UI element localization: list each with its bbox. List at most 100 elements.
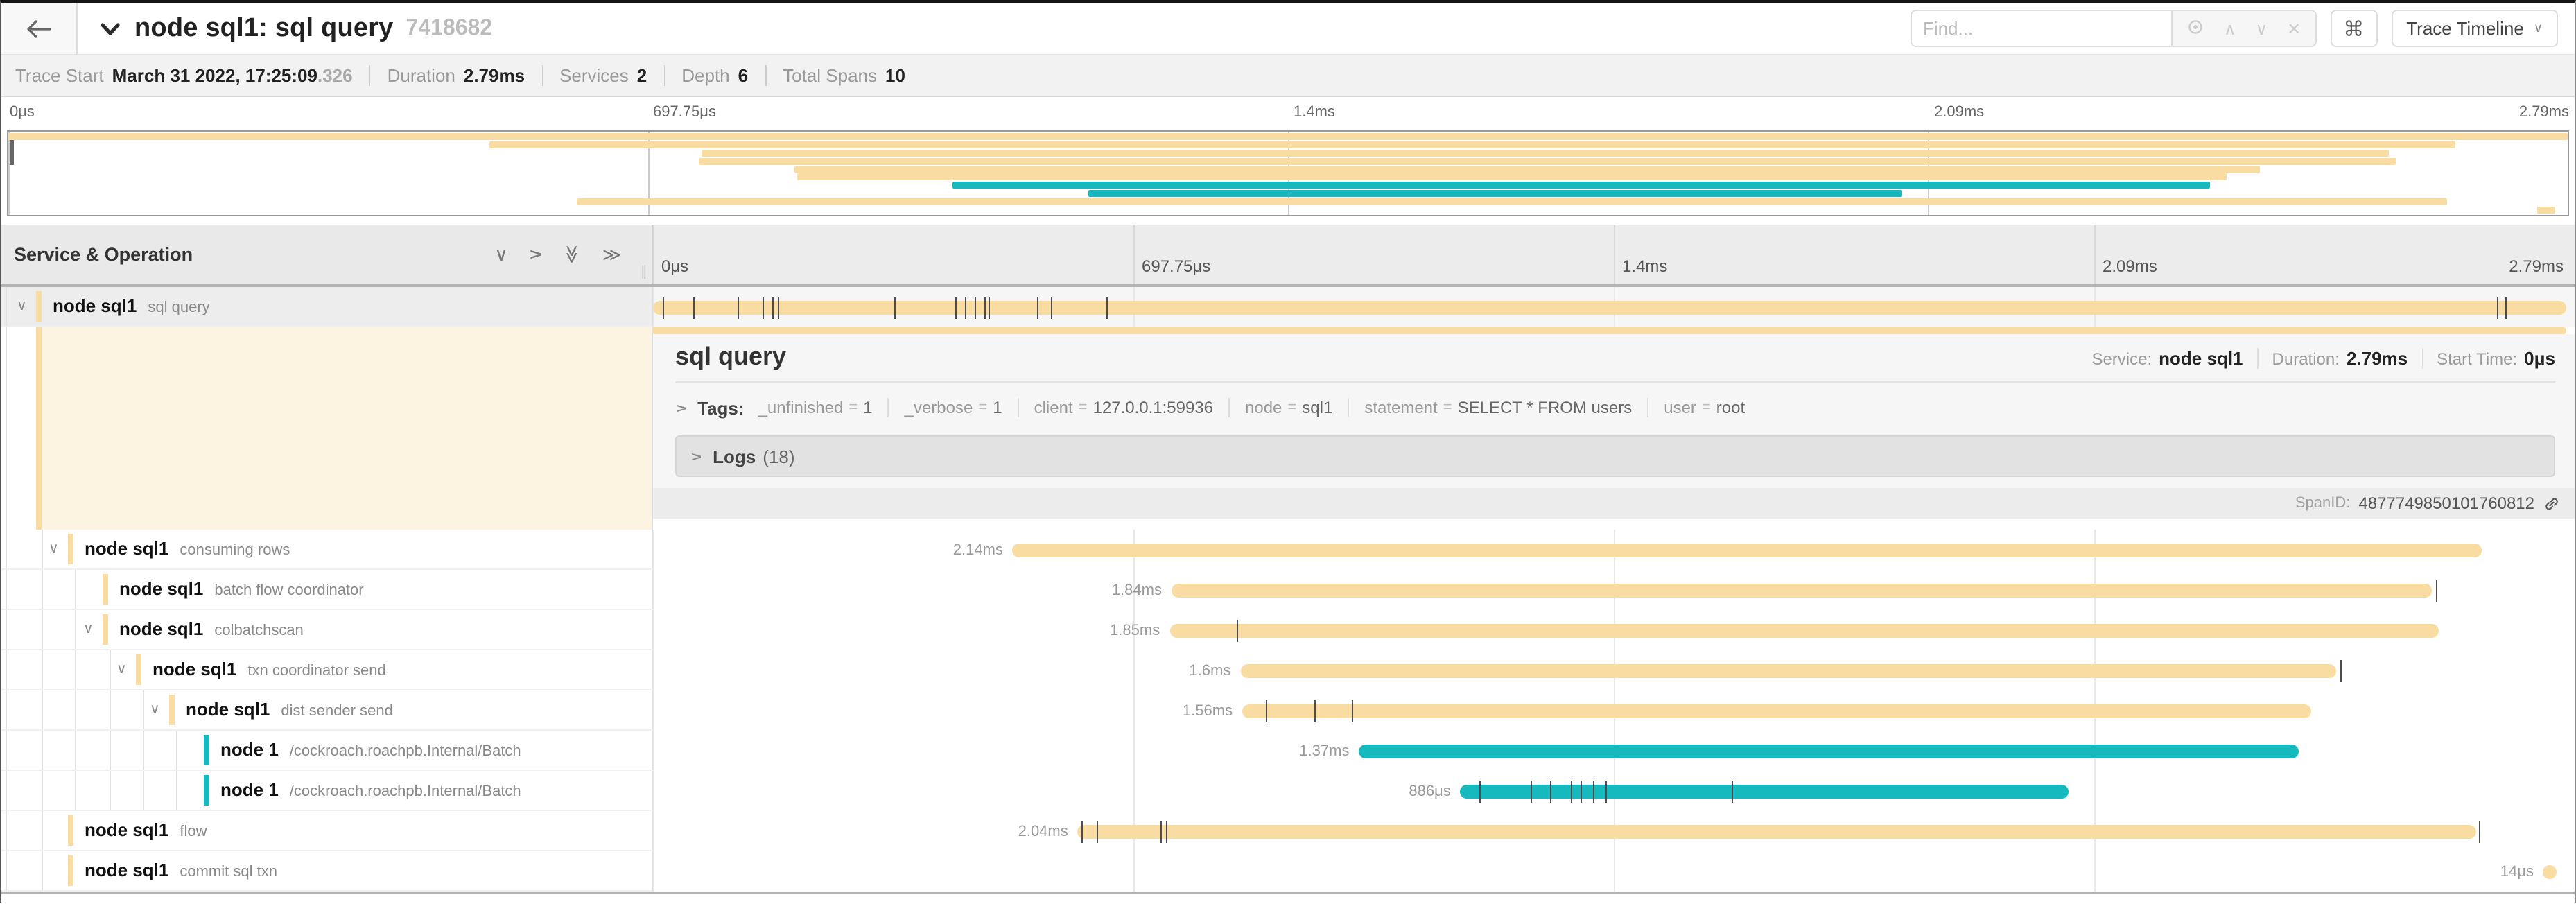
span-bar[interactable]	[1169, 623, 2439, 637]
span-row-txn-coordinator-send[interactable]: ∨ node sql1 txn coordinator send 1.6ms	[1, 650, 2575, 690]
next-result-icon[interactable]: ∨	[2255, 19, 2268, 38]
collapse-chevron-icon[interactable]: ∨	[49, 541, 59, 557]
collapse-all-icon[interactable]: ≫	[562, 245, 583, 264]
tree-cell[interactable]: node 1/cockroach.roachpb.Internal/Batch	[1, 771, 653, 811]
tree-cell[interactable]: ∨ node sql1 colbatchscan	[1, 610, 653, 650]
collapse-trace-chevron-icon[interactable]	[100, 20, 121, 37]
expand-one-icon[interactable]: ∨	[525, 247, 546, 261]
span-row-sql-query[interactable]: ∨ node sql1 sql query	[1, 287, 2575, 327]
timeline-bottom-edge	[1, 892, 2575, 904]
span-row-consuming-rows[interactable]: ∨ node sql1 consuming rows 2.14ms	[1, 530, 2575, 570]
span-bar-cell[interactable]: 1.56ms	[653, 690, 2575, 731]
span-bar[interactable]	[1242, 704, 2312, 718]
span-bar[interactable]	[1359, 744, 2299, 758]
span-row-commit-sql-txn[interactable]: node sql1 commit sql txn 14μs	[1, 851, 2575, 892]
service-name: node sql1	[153, 659, 237, 679]
span-bar-cell[interactable]	[653, 287, 2575, 327]
axis-tick-label: 2.79ms	[2509, 257, 2564, 276]
tag-item: _verbose = 1	[887, 398, 1002, 417]
view-selector-label: Trace Timeline	[2406, 18, 2524, 39]
operation-name: batch flow coordinator	[214, 582, 364, 599]
span-name: node sql1 consuming rows	[85, 537, 290, 562]
minimap-row	[8, 190, 2568, 198]
span-bar-cell[interactable]: 14μs	[653, 851, 2575, 892]
tag-value: root	[1716, 398, 1746, 417]
span-row-dist-sender-send[interactable]: ∨ node sql1 dist sender send 1.56ms	[1, 690, 2575, 731]
span-bar-cell[interactable]: 1.37ms	[653, 731, 2575, 771]
operation-name: txn coordinator send	[247, 663, 386, 679]
log-marker	[2478, 820, 2480, 842]
tree-cell[interactable]: ∨ node sql1 dist sender send	[1, 690, 653, 731]
log-marker	[1479, 780, 1481, 802]
log-marker	[2436, 579, 2438, 601]
span-bar-cell[interactable]: 1.6ms	[653, 650, 2575, 690]
clear-search-icon[interactable]: ✕	[2287, 19, 2301, 38]
span-bar-cell[interactable]: 2.04ms	[653, 811, 2575, 851]
minimap-canvas[interactable]	[7, 130, 2569, 216]
span-color-bar	[136, 654, 141, 685]
tree-cell[interactable]: ∨ node sql1 txn coordinator send	[1, 650, 653, 690]
collapse-chevron-icon[interactable]: ∨	[17, 299, 27, 314]
span-bar-track: 1.6ms	[653, 650, 2566, 690]
back-button[interactable]	[1, 3, 78, 54]
operation-name: flow	[180, 824, 207, 840]
copy-link-icon[interactable]	[2543, 494, 2561, 512]
span-bar-cell[interactable]: 1.84ms	[653, 570, 2575, 610]
span-bar-cell[interactable]: 886μs	[653, 771, 2575, 811]
span-row--cockroach-roachpb-internal-batch[interactable]: node 1/cockroach.roachpb.Internal/Batch 1…	[1, 731, 2575, 771]
span-bar[interactable]	[653, 300, 2566, 314]
log-marker	[1550, 780, 1552, 802]
logs-accordion-toggle[interactable]: ∨ Logs (18)	[675, 435, 2555, 477]
span-bar[interactable]	[2543, 864, 2557, 878]
collapse-chevron-icon[interactable]: ∨	[83, 622, 94, 637]
view-selector-button[interactable]: Trace Timeline ∨	[2391, 10, 2558, 47]
expand-all-icon[interactable]: ≫	[602, 244, 621, 265]
minimap-row	[8, 141, 2568, 148]
tag-key: _verbose	[904, 398, 973, 417]
log-marker	[894, 296, 896, 318]
tree-cell[interactable]: ∨ node sql1 consuming rows	[1, 530, 653, 570]
span-name: node sql1 dist sender send	[186, 697, 393, 722]
collapse-chevron-icon[interactable]: ∨	[150, 702, 160, 718]
service-name: node sql1	[119, 578, 204, 599]
minimap-drag-handle[interactable]	[10, 140, 14, 165]
tag-key: node	[1245, 398, 1282, 417]
span-bar[interactable]	[1077, 824, 2477, 838]
tree-cell[interactable]: ∨ node sql1 sql query	[1, 287, 653, 327]
span-row-colbatchscan[interactable]: ∨ node sql1 colbatchscan 1.85ms	[1, 610, 2575, 650]
span-bar-cell[interactable]: 2.14ms	[653, 530, 2575, 570]
span-bar[interactable]	[1012, 543, 2482, 557]
scope-match-icon[interactable]	[2186, 18, 2204, 39]
minimap-span-bar	[702, 149, 2389, 157]
span-duration-label: 1.56ms	[1182, 702, 1233, 719]
prev-result-icon[interactable]: ∧	[2223, 19, 2236, 38]
equals-sign: =	[1443, 399, 1452, 416]
collapse-one-icon[interactable]: ∨	[494, 244, 508, 265]
keyboard-shortcuts-button[interactable]: ⌘	[2330, 10, 2378, 47]
tree-cell[interactable]: node 1/cockroach.roachpb.Internal/Batch	[1, 731, 653, 771]
log-marker	[2505, 296, 2507, 318]
tree-guide-line	[42, 690, 43, 729]
tree-cell[interactable]: node sql1 flow	[1, 811, 653, 851]
span-bar-cell[interactable]: 1.85ms	[653, 610, 2575, 650]
tags-accordion-toggle[interactable]: ∨ Tags: _unfinished = 1 _verbose = 1 client = 12…	[673, 397, 1746, 418]
log-marker	[1165, 820, 1167, 842]
tree-cell[interactable]: node sql1 batch flow coordinator	[1, 570, 653, 610]
span-bar[interactable]	[1460, 784, 2069, 798]
span-color-bar	[36, 327, 42, 530]
column-resizer-handle[interactable]: ∥	[641, 265, 647, 280]
find-input[interactable]	[1910, 10, 2171, 47]
span-detail-meta: Service: node sql1 Duration: 2.79ms Start …	[2091, 348, 2555, 369]
tree-cell[interactable]: node sql1 commit sql txn	[1, 851, 653, 892]
span-row-flow[interactable]: node sql1 flow 2.04ms	[1, 811, 2575, 851]
span-bar[interactable]	[1171, 583, 2433, 597]
span-duration-label: 886μs	[1409, 783, 1451, 799]
axis-tick-label: 2.79ms	[2518, 104, 2569, 121]
span-row-batch-flow-coordinator[interactable]: node sql1 batch flow coordinator 1.84ms	[1, 570, 2575, 610]
collapse-chevron-icon[interactable]: ∨	[116, 662, 127, 677]
axis-tick-label: 0μs	[10, 104, 35, 121]
span-bar[interactable]	[1240, 663, 2337, 677]
span-row--cockroach-roachpb-internal-batch[interactable]: node 1/cockroach.roachpb.Internal/Batch 8…	[1, 771, 2575, 811]
tree-guide-line	[6, 771, 7, 810]
